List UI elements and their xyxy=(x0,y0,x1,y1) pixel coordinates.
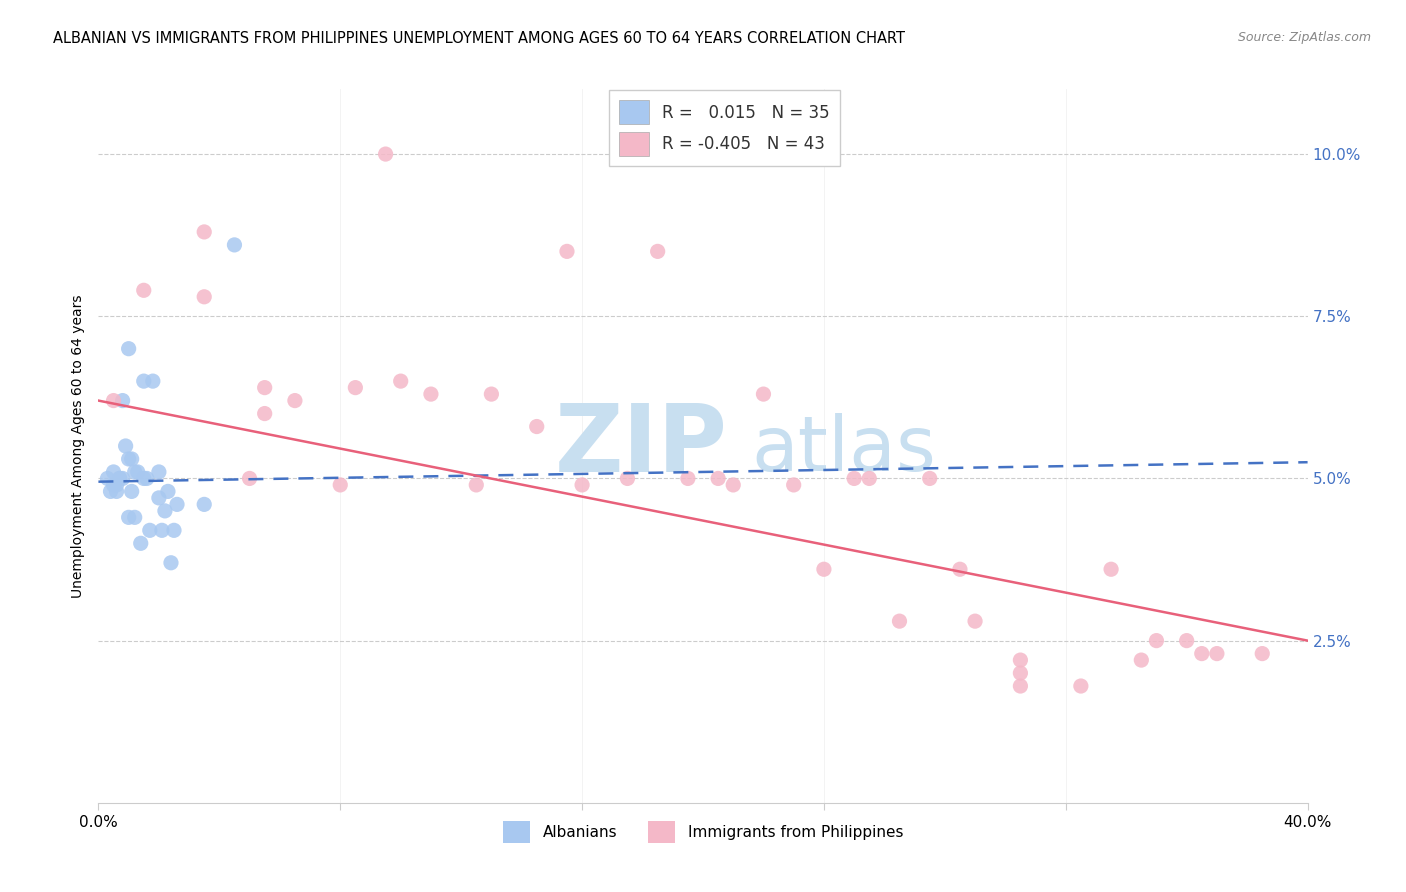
Point xyxy=(132,283,155,297)
Point xyxy=(224,238,246,252)
Point xyxy=(193,497,215,511)
Point xyxy=(1191,647,1213,661)
Point xyxy=(1206,647,1229,661)
Point xyxy=(420,387,443,401)
Point xyxy=(129,536,152,550)
Point xyxy=(108,471,131,485)
Point xyxy=(1010,666,1032,681)
Point xyxy=(1175,633,1198,648)
Point xyxy=(555,244,578,259)
Point xyxy=(844,471,866,485)
Point xyxy=(150,524,173,538)
Point xyxy=(96,471,118,485)
Point xyxy=(616,471,638,485)
Point xyxy=(105,478,128,492)
Text: atlas: atlas xyxy=(751,413,936,486)
Point xyxy=(918,471,941,485)
Point xyxy=(166,497,188,511)
Point xyxy=(239,471,262,485)
Point xyxy=(103,478,125,492)
Point xyxy=(160,556,183,570)
Point xyxy=(124,465,146,479)
Point xyxy=(707,471,730,485)
Point xyxy=(889,614,911,628)
Point xyxy=(284,393,307,408)
Text: ALBANIAN VS IMMIGRANTS FROM PHILIPPINES UNEMPLOYMENT AMONG AGES 60 TO 64 YEARS C: ALBANIAN VS IMMIGRANTS FROM PHILIPPINES … xyxy=(53,31,905,46)
Point xyxy=(1010,679,1032,693)
Point xyxy=(153,504,176,518)
Point xyxy=(148,491,170,505)
Point xyxy=(374,147,396,161)
Point xyxy=(132,471,155,485)
Legend: Albanians, Immigrants from Philippines: Albanians, Immigrants from Philippines xyxy=(496,814,910,848)
Point xyxy=(526,419,548,434)
Point xyxy=(163,524,186,538)
Point xyxy=(114,439,136,453)
Point xyxy=(121,484,143,499)
Point xyxy=(389,374,412,388)
Point xyxy=(1010,653,1032,667)
Point xyxy=(571,478,593,492)
Point xyxy=(111,471,134,485)
Point xyxy=(127,465,149,479)
Point xyxy=(481,387,503,401)
Point xyxy=(103,393,125,408)
Point xyxy=(752,387,775,401)
Text: Source: ZipAtlas.com: Source: ZipAtlas.com xyxy=(1237,31,1371,45)
Point xyxy=(111,393,134,408)
Point xyxy=(1146,633,1168,648)
Point xyxy=(121,452,143,467)
Point xyxy=(156,484,179,499)
Y-axis label: Unemployment Among Ages 60 to 64 years: Unemployment Among Ages 60 to 64 years xyxy=(70,294,84,598)
Point xyxy=(118,510,141,524)
Point xyxy=(858,471,880,485)
Point xyxy=(124,510,146,524)
Point xyxy=(647,244,669,259)
Point xyxy=(253,407,276,421)
Point xyxy=(139,524,162,538)
Point xyxy=(100,484,122,499)
Point xyxy=(1251,647,1274,661)
Point xyxy=(465,478,488,492)
Point xyxy=(105,484,128,499)
Point xyxy=(1099,562,1122,576)
Point xyxy=(103,465,125,479)
Point xyxy=(965,614,987,628)
Point xyxy=(949,562,972,576)
Point xyxy=(118,452,141,467)
Point xyxy=(1130,653,1153,667)
Point xyxy=(108,471,131,485)
Point xyxy=(253,381,276,395)
Point xyxy=(723,478,745,492)
Point xyxy=(1070,679,1092,693)
Point xyxy=(193,290,215,304)
Point xyxy=(193,225,215,239)
Point xyxy=(813,562,835,576)
Point xyxy=(132,374,155,388)
Point xyxy=(142,374,165,388)
Point xyxy=(118,342,141,356)
Point xyxy=(148,465,170,479)
Point xyxy=(676,471,699,485)
Point xyxy=(344,381,367,395)
Point xyxy=(783,478,806,492)
Point xyxy=(329,478,352,492)
Point xyxy=(135,471,157,485)
Text: ZIP: ZIP xyxy=(554,400,727,492)
